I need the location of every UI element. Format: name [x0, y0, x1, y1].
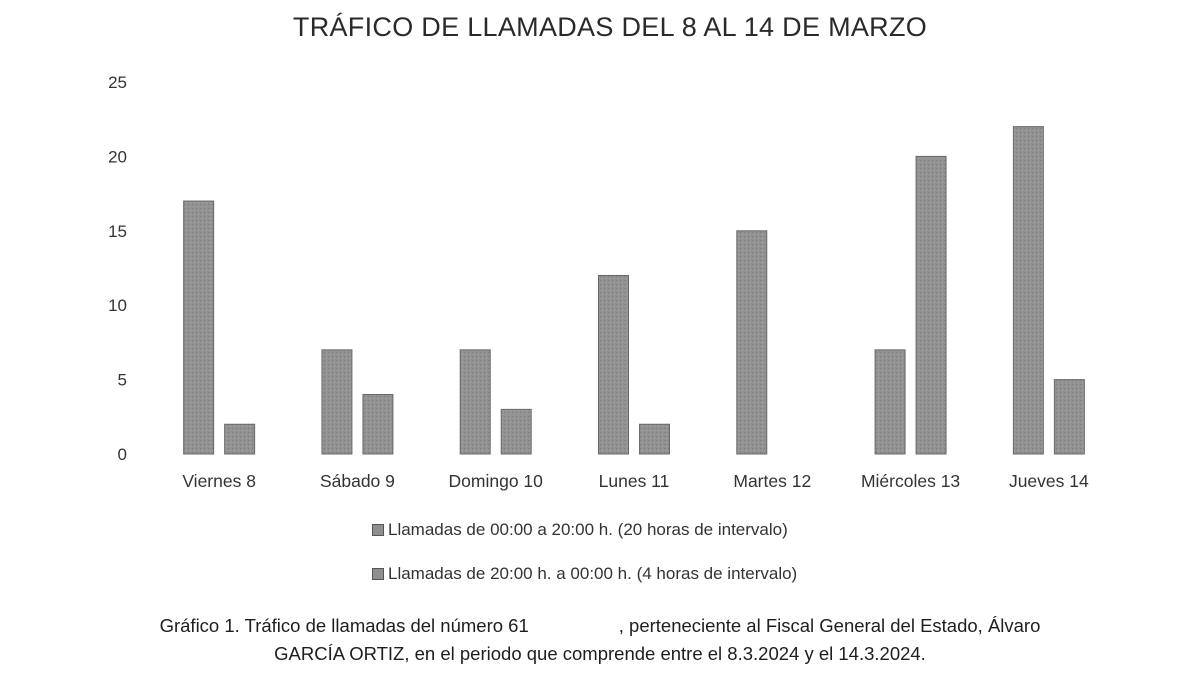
- y-tick-label: 20: [108, 147, 127, 166]
- y-tick-label: 10: [108, 296, 127, 315]
- x-tick-label: Miércoles 13: [861, 471, 960, 491]
- legend-item-series-1: Llamadas de 00:00 a 20:00 h. (20 horas d…: [372, 520, 788, 540]
- y-tick-label: 15: [108, 222, 127, 241]
- bar-series-2: [915, 155, 947, 455]
- x-tick-label: Jueves 14: [1009, 471, 1089, 491]
- caption-line2: GARCÍA ORTIZ, en el periodo que comprend…: [274, 643, 926, 664]
- x-axis: Viernes 8 Sábado 9 Domingo 10 Lunes 11 Marte…: [182, 471, 1089, 491]
- x-tick-label: Domingo 10: [449, 471, 544, 491]
- bar-series-1: [736, 230, 768, 455]
- caption-line1-start: Gráfico 1. Tráfico de llamadas del númer…: [159, 615, 529, 636]
- bar-series-1: [598, 274, 629, 455]
- y-tick-label: 5: [118, 371, 127, 390]
- y-tick-label: 0: [118, 445, 127, 464]
- figure-caption: Gráfico 1. Tráfico de llamadas del númer…: [0, 612, 1200, 668]
- y-tick-label: 25: [108, 73, 127, 92]
- bar-series-1: [1012, 126, 1044, 455]
- chart-title: TRÁFICO DE LLAMADAS DEL 8 AL 14 DE MARZO: [292, 12, 928, 42]
- bar-series-2: [639, 423, 670, 455]
- bar-series-1: [321, 349, 353, 455]
- legend-swatch-series-2: [372, 568, 384, 580]
- x-tick-label: Viernes 8: [182, 471, 256, 491]
- x-tick-label: Sábado 9: [320, 471, 395, 491]
- legend-item-series-2: Llamadas de 20:00 h. a 00:00 h. (4 horas…: [372, 564, 797, 584]
- legend-swatch-series-1: [372, 524, 384, 536]
- bar-series-2: [224, 423, 256, 455]
- x-tick-label: Martes 12: [733, 471, 811, 491]
- bar-series-1: [459, 349, 491, 455]
- bar-series-1: [874, 349, 906, 455]
- bars: [183, 126, 1085, 455]
- bar-series-2: [1053, 379, 1085, 455]
- caption-line1-end: , perteneciente al Fiscal General del Es…: [618, 615, 1041, 636]
- bar-series-2: [500, 408, 532, 455]
- legend-label-series-2: Llamadas de 20:00 h. a 00:00 h. (4 horas…: [388, 564, 798, 583]
- y-axis: 0 5 10 15 20 25: [108, 73, 127, 464]
- bar-series-1: [183, 200, 215, 455]
- x-tick-label: Lunes 11: [599, 471, 670, 491]
- bar-series-2: [362, 393, 394, 455]
- legend-label-series-1: Llamadas de 00:00 a 20:00 h. (20 horas d…: [388, 520, 788, 539]
